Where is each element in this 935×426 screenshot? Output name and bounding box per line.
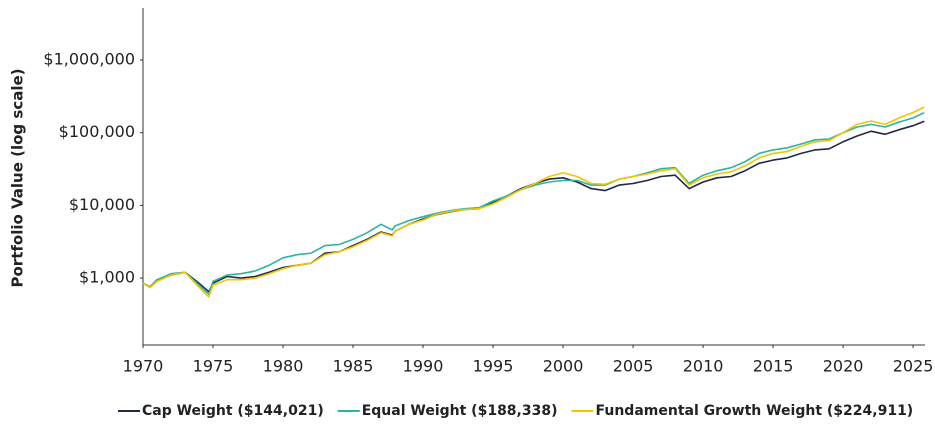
x-tick-label: 2025: [893, 357, 934, 376]
y-tick-label: $100,000: [59, 122, 135, 141]
y-tick-label: $1,000,000: [43, 50, 135, 69]
x-tick-label: 2010: [683, 357, 724, 376]
legend-label: Fundamental Growth Weight ($224,911): [596, 403, 914, 419]
x-tick-label: 1980: [263, 357, 304, 376]
legend-label: Cap Weight ($144,021): [142, 403, 324, 419]
legend-label: Equal Weight ($188,338): [362, 403, 558, 419]
series-line: [142, 120, 925, 293]
x-tick-label: 1995: [473, 357, 514, 376]
series-line: [142, 111, 925, 295]
series-line: [142, 106, 925, 298]
x-tick-label: 2015: [753, 357, 794, 376]
y-tick-label: $10,000: [69, 195, 135, 214]
y-tick-label: $1,000: [79, 268, 135, 287]
x-tick-label: 2000: [543, 357, 584, 376]
x-tick-label: 1990: [403, 357, 444, 376]
x-tick-label: 1970: [123, 357, 164, 376]
x-tick-label: 2005: [613, 357, 654, 376]
x-tick-label: 2020: [823, 357, 864, 376]
x-tick-label: 1985: [333, 357, 374, 376]
x-tick-label: 1975: [193, 357, 234, 376]
y-axis-label: Portfolio Value (log scale): [9, 68, 27, 287]
